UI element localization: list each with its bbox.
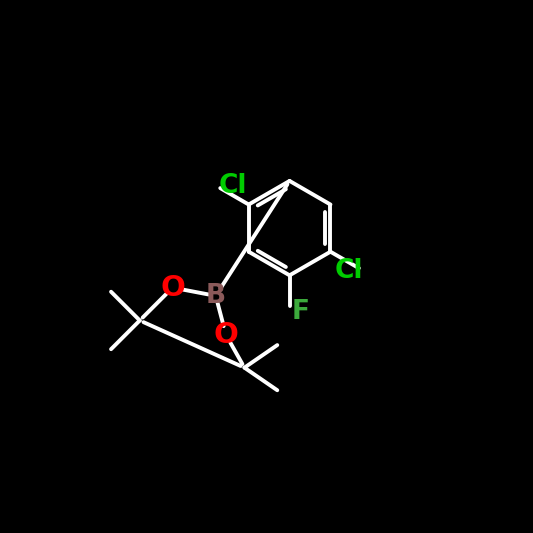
- Text: Cl: Cl: [219, 173, 247, 199]
- Text: Cl: Cl: [334, 259, 363, 285]
- Text: B: B: [206, 283, 226, 309]
- Text: F: F: [292, 299, 310, 325]
- Text: O: O: [160, 273, 185, 302]
- Text: O: O: [214, 321, 238, 349]
